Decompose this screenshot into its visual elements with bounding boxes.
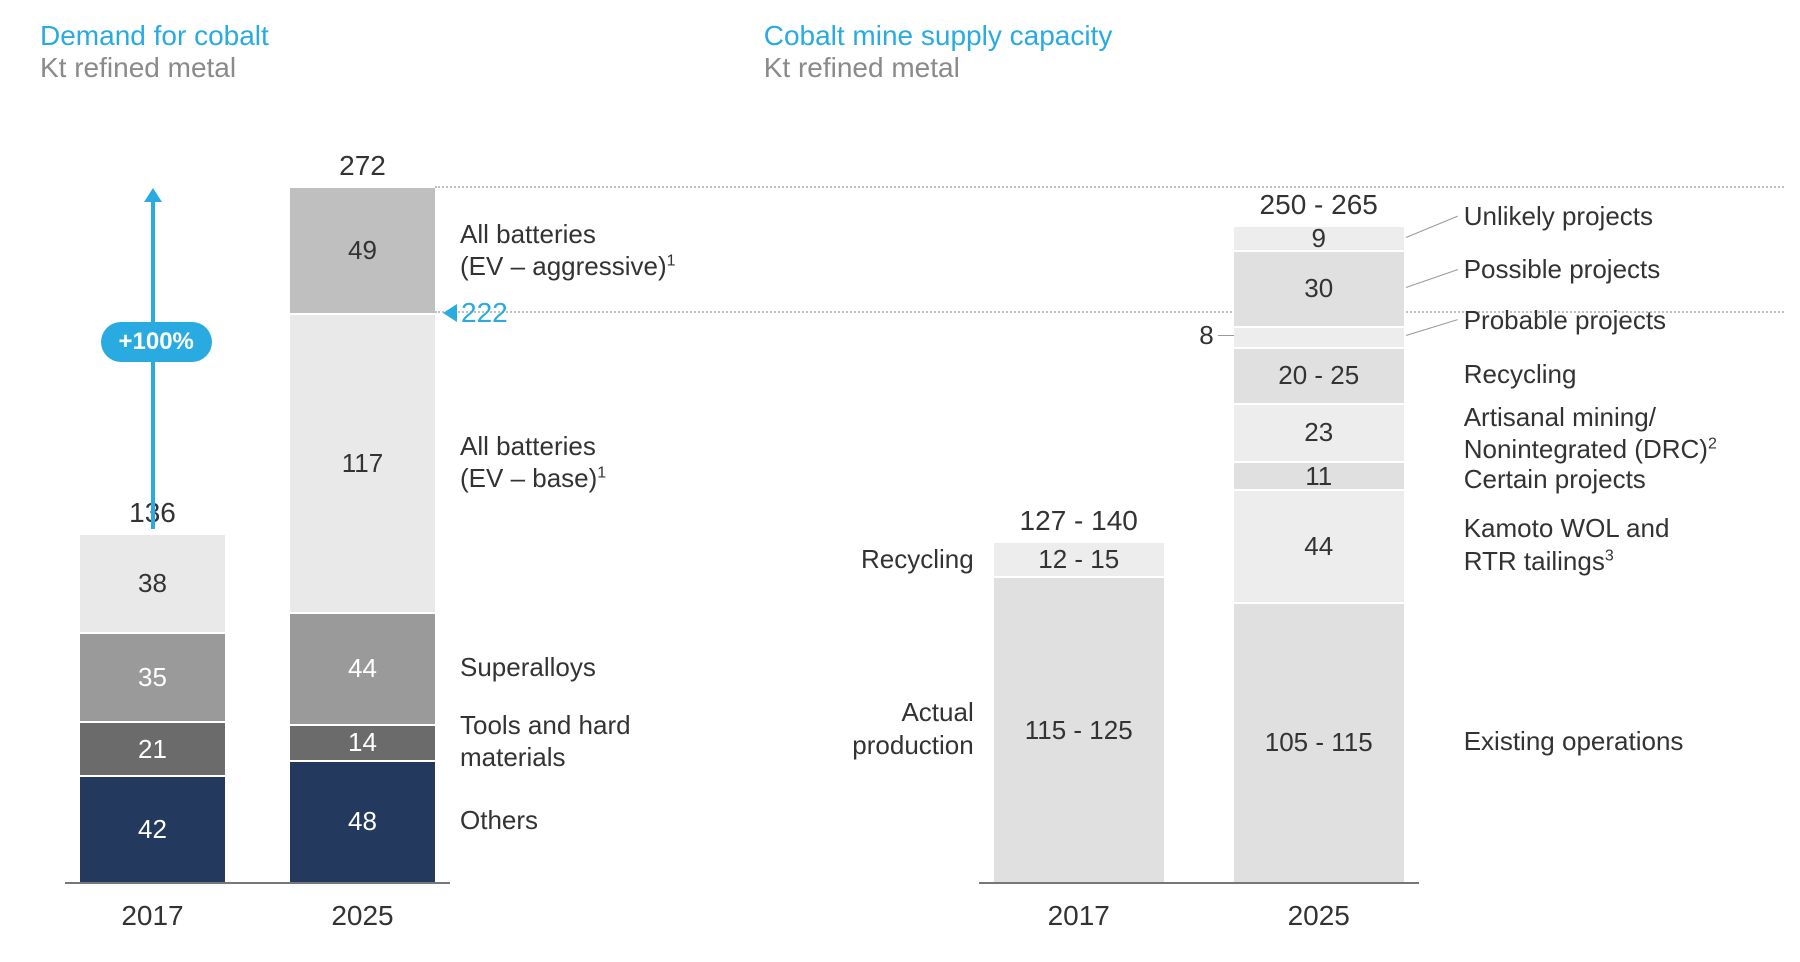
segment-value: 23 <box>1304 417 1333 448</box>
x-axis-label: 2017 <box>994 900 1164 932</box>
bar-stack: 105 - 115 44 11 23 20 - 25 30 9 <box>1234 227 1404 882</box>
axis-baseline <box>979 882 1419 884</box>
marker-222-icon <box>443 304 457 322</box>
right-label-recyc: Recycling <box>1464 358 1577 391</box>
segment-value: 21 <box>138 734 167 765</box>
bar-stack: 42 21 35 38 <box>80 535 225 882</box>
x-axis-label: 2017 <box>80 900 225 932</box>
bar-total-label: 127 - 140 <box>994 505 1164 537</box>
segment-artisan: 23 <box>1234 403 1404 462</box>
external-value-probable: 8 <box>1184 320 1214 351</box>
segment-recyc: 20 - 25 <box>1234 347 1404 403</box>
left-label-recycling: Recycling <box>764 543 974 576</box>
segment-value: 20 - 25 <box>1278 360 1359 391</box>
charts-row: Demand for cobalt Kt refined metal 42 21 3… <box>40 20 1760 942</box>
segment-value: 44 <box>348 653 377 684</box>
segment-probable <box>1234 326 1404 346</box>
left-label-actual: Actualproduction <box>764 696 974 761</box>
demand-chart-area: 422135381362017481444117492722025All bat… <box>40 108 724 942</box>
supply-subtitle: Kt refined metal <box>764 52 1760 84</box>
category-label-tools: Tools and hardmaterials <box>460 709 631 774</box>
segment-value: 35 <box>138 662 167 693</box>
segment-others: 42 <box>80 775 225 882</box>
bar-total-label: 272 <box>290 150 435 182</box>
right-label-existing: Existing operations <box>1464 725 1684 758</box>
segment-tools: 14 <box>290 724 435 760</box>
segment-certain: 11 <box>1234 461 1404 489</box>
demand-title: Demand for cobalt <box>40 20 724 52</box>
right-label-unlikely: Unlikely projects <box>1464 200 1653 233</box>
bar-2017: 115 - 12512 - 15127 - 140 <box>994 543 1164 882</box>
segment-actual: 115 - 125 <box>994 576 1164 882</box>
right-label-certain: Certain projects <box>1464 463 1646 496</box>
demand-subtitle: Kt refined metal <box>40 52 724 84</box>
segment-superalloy: 44 <box>290 612 435 724</box>
segment-existing: 105 - 115 <box>1234 602 1404 883</box>
segment-value: 117 <box>342 448 383 479</box>
right-label-kamoto: Kamoto WOL andRTR tailings3 <box>1464 512 1670 577</box>
right-label-artisan: Artisanal mining/Nonintegrated (DRC)2 <box>1464 401 1717 466</box>
leader-unlikely <box>1406 216 1458 238</box>
demand-panel: Demand for cobalt Kt refined metal 42 21 3… <box>40 20 744 942</box>
bar-2025: 48144411749272 <box>290 188 435 882</box>
segment-possible: 30 <box>1234 250 1404 327</box>
segment-tools: 21 <box>80 721 225 775</box>
category-label-batt_base: All batteries(EV – base)1 <box>460 430 606 495</box>
segment-value: 48 <box>348 806 377 837</box>
segment-value: 115 - 125 <box>1025 715 1133 746</box>
x-axis-label: 2025 <box>1234 900 1404 932</box>
supply-titles: Cobalt mine supply capacity Kt refined m… <box>764 20 1760 84</box>
segment-recycling: 12 - 15 <box>994 543 1164 576</box>
segment-kamoto: 44 <box>1234 489 1404 601</box>
x-axis-label: 2025 <box>290 900 435 932</box>
supply-title: Cobalt mine supply capacity <box>764 20 1760 52</box>
segment-value: 38 <box>138 568 167 599</box>
category-label-others: Others <box>460 804 538 837</box>
right-label-possible: Possible projects <box>1464 253 1661 286</box>
segment-superalloy: 35 <box>80 632 225 721</box>
demand-titles: Demand for cobalt Kt refined metal <box>40 20 724 84</box>
marker-222-label: 222 <box>461 297 508 329</box>
axis-baseline <box>65 882 450 884</box>
segment-value: 44 <box>1304 531 1333 562</box>
growth-badge: +100% <box>101 322 212 362</box>
segment-unlikely: 9 <box>1234 227 1404 250</box>
bar-2017: 42213538136 <box>80 535 225 882</box>
right-label-probable: Probable projects <box>1464 304 1666 337</box>
external-tick-probable <box>1218 335 1234 336</box>
bar-total-label: 250 - 265 <box>1234 189 1404 221</box>
segment-value: 11 <box>1305 461 1332 492</box>
segment-value: 30 <box>1304 273 1333 304</box>
segment-batt_base: 117 <box>290 313 435 611</box>
bar-2025: 105 - 11544112320 - 25309250 - 265 <box>1234 227 1404 882</box>
segment-others: 48 <box>290 760 435 882</box>
supply-chart-area: 115 - 125 12 - 15 127 - 140 2017 105 - 115 44… <box>764 108 1760 942</box>
segment-value: 105 - 115 <box>1265 727 1373 758</box>
bar-stack: 48 14 44 117 49 <box>290 188 435 882</box>
supply-panel: Cobalt mine supply capacity Kt refined m… <box>744 20 1760 942</box>
segment-batt_base: 38 <box>80 535 225 632</box>
category-label-batt_aggr: All batteries(EV – aggressive)1 <box>460 218 676 283</box>
segment-value: 42 <box>138 814 167 845</box>
bar-stack: 115 - 125 12 - 15 <box>994 543 1164 882</box>
category-label-superalloy: Superalloys <box>460 651 596 684</box>
segment-batt_aggr: 49 <box>290 188 435 313</box>
segment-value: 12 - 15 <box>1038 544 1119 575</box>
leader-possible <box>1406 269 1458 288</box>
segment-value: 49 <box>348 235 377 266</box>
leader-probable <box>1406 319 1458 336</box>
segment-value: 14 <box>348 727 377 758</box>
page: Demand for cobalt Kt refined metal 42 21 3… <box>0 0 1800 962</box>
